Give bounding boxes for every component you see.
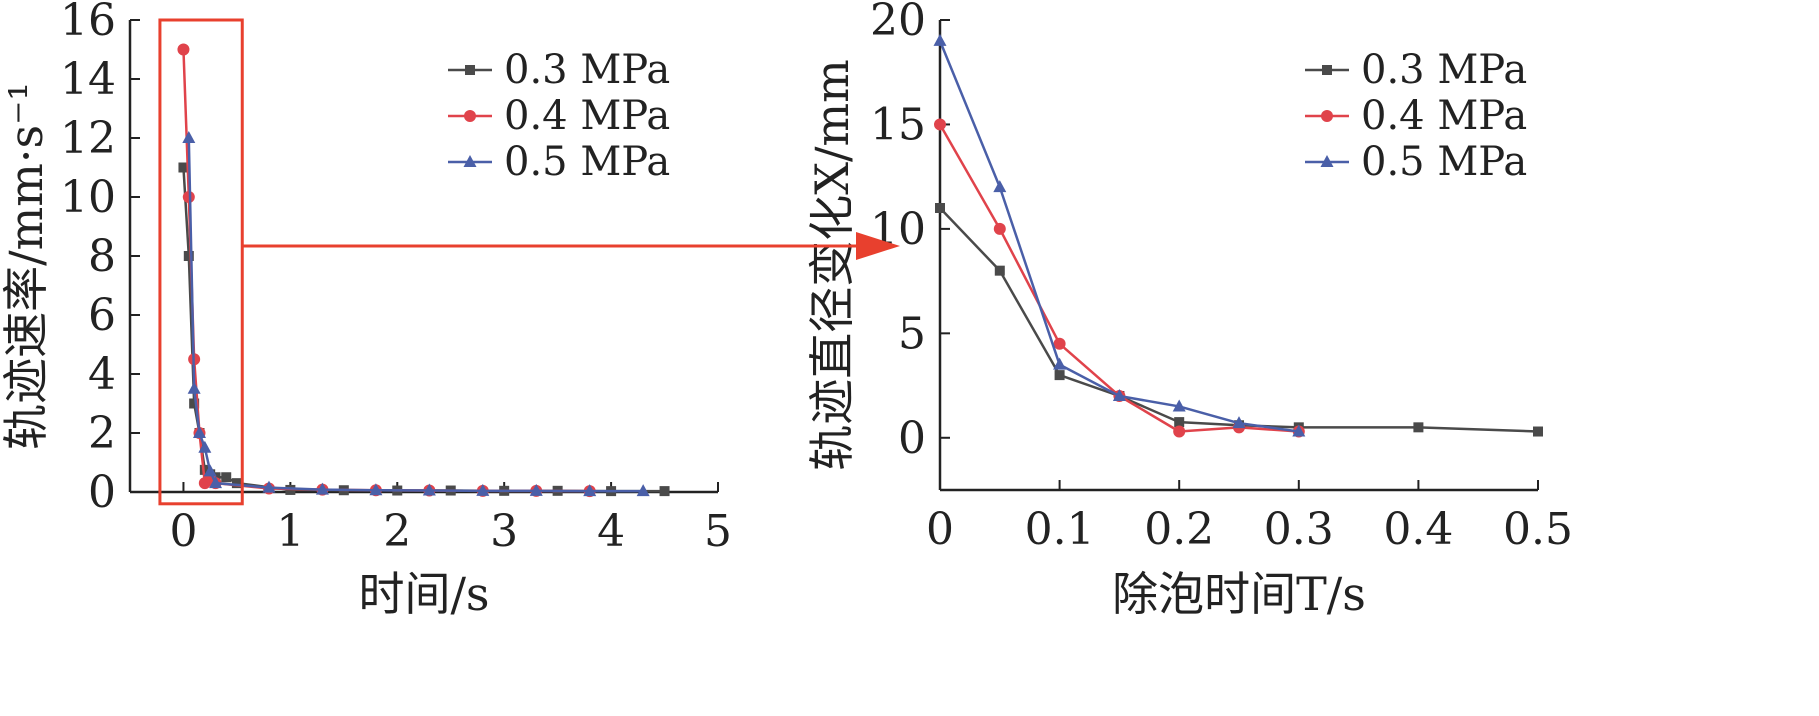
data-point (198, 440, 212, 453)
data-point (369, 483, 383, 496)
legend-label: 0.5 MPa (504, 139, 670, 185)
data-point (315, 482, 329, 495)
data-point (1053, 337, 1066, 350)
legend-marker (465, 65, 475, 75)
legend-label: 0.5 MPa (1361, 139, 1527, 185)
data-point (177, 43, 190, 56)
data-point (178, 162, 189, 173)
data-point (1174, 417, 1185, 428)
y-tick-label: 10 (60, 172, 116, 223)
legend-label: 0.3 MPa (504, 47, 670, 93)
series-line (187, 137, 644, 493)
x-tick-label: 4 (597, 506, 625, 557)
data-point (636, 484, 650, 497)
data-point (183, 251, 194, 261)
y-tick-label: 15 (870, 99, 926, 150)
x-tick-label: 0 (169, 506, 197, 557)
x-tick-label: 5 (704, 506, 732, 557)
zoom-highlight-box (158, 18, 244, 506)
legend-label: 0.4 MPa (504, 93, 670, 139)
y-tick-label: 12 (60, 113, 116, 164)
x-tick-label: 0.2 (1144, 504, 1214, 555)
series-line (938, 40, 1299, 433)
data-point (583, 484, 597, 497)
y-tick-label: 8 (88, 231, 116, 282)
data-point (1533, 426, 1543, 437)
legend-label: 0.4 MPa (1361, 93, 1527, 139)
data-point (994, 265, 1005, 276)
x-tick-label: 0.5 (1503, 504, 1573, 555)
y-tick-label: 4 (88, 349, 116, 400)
data-point (659, 486, 670, 497)
x-axis-label: 时间/s (358, 567, 489, 621)
data-point (1232, 416, 1246, 429)
data-point (1054, 370, 1065, 381)
y-tick-label: 6 (88, 290, 116, 341)
legend-label: 0.3 MPa (1361, 47, 1527, 93)
x-tick-label: 0 (926, 504, 954, 555)
data-point (203, 464, 217, 477)
data-point (476, 483, 490, 496)
data-point (529, 483, 543, 496)
data-point (993, 222, 1006, 235)
data-point (1112, 389, 1126, 401)
x-tick-label: 2 (383, 506, 411, 557)
data-point (192, 426, 206, 438)
data-point (1413, 422, 1424, 433)
x-tick-label: 1 (276, 506, 304, 557)
data-point (993, 180, 1007, 193)
legend-marker (1320, 155, 1334, 167)
data-point (262, 480, 276, 493)
data-point (1053, 357, 1067, 370)
y-tick-label: 5 (898, 308, 926, 359)
data-point (221, 472, 232, 483)
data-point (1172, 399, 1186, 412)
y-tick-label: 16 (60, 0, 116, 46)
data-point (209, 476, 223, 489)
y-tick-label: 2 (88, 408, 116, 459)
y-tick-label: 0 (88, 467, 116, 518)
y-tick-label: 14 (60, 54, 116, 105)
data-point (199, 464, 210, 475)
legend-marker (1322, 65, 1332, 75)
zoom-connector (158, 18, 900, 506)
x-tick-label: 0.3 (1264, 504, 1334, 555)
data-point (935, 203, 945, 213)
series-line (939, 207, 1539, 433)
legend-marker (1321, 110, 1333, 122)
y-axis-label: 轨迹速率/mm·s⁻¹ (0, 82, 53, 450)
data-point (189, 398, 200, 409)
x-axis-label: 除泡时间T/s (1112, 567, 1366, 621)
y-tick-label: 20 (870, 0, 926, 46)
data-point (182, 191, 195, 203)
series-line (182, 167, 665, 493)
y-tick-label: 0 (898, 413, 926, 464)
data-point (422, 483, 436, 496)
arrow-head (856, 232, 900, 260)
data-point (934, 118, 946, 131)
data-point (187, 381, 201, 394)
data-point (933, 33, 947, 46)
data-point (1173, 425, 1186, 438)
data-point (182, 131, 196, 143)
data-point (1292, 424, 1306, 437)
y-axis-label: 轨迹直径变化X/mm (805, 59, 859, 470)
x-tick-label: 0.4 (1383, 504, 1453, 555)
x-tick-label: 0.1 (1025, 504, 1095, 555)
x-tick-label: 3 (490, 506, 518, 557)
data-point (231, 478, 242, 489)
legend-marker (463, 155, 477, 167)
legend-marker (464, 110, 476, 122)
